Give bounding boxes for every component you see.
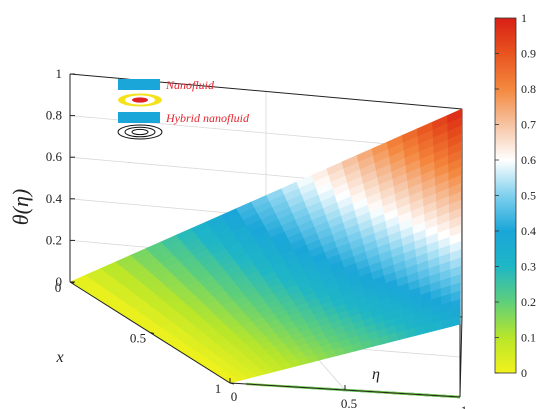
z-tick-label: 0.8 [46, 108, 62, 123]
legend-hybrid-contour-2 [124, 126, 156, 138]
colorbar-tick-label: 0 [521, 366, 527, 380]
colorbar-tick-label: 0.8 [521, 82, 536, 96]
legend-nanofluid-contour-inner [132, 97, 148, 103]
colorbar-tick-label: 0.4 [521, 224, 536, 238]
legend-hybrid-contour-1 [117, 124, 163, 140]
colorbar-tick-label: 0.2 [521, 295, 536, 309]
legend-nanofluid-swatch [118, 79, 160, 90]
x-tick-mark [229, 382, 235, 385]
z-tick-label: 0.4 [46, 191, 63, 206]
eta-tick-label: 1 [461, 403, 468, 409]
x-tick-label: 0.5 [130, 331, 146, 346]
x-tick-label: 1 [215, 381, 222, 396]
legend-nanofluid-label: Nanofluid [165, 78, 215, 92]
colorbar-tick-label: 1 [521, 11, 527, 25]
colorbar-tick-label: 0.5 [521, 189, 536, 203]
legend: Nanofluid Hybrid nanofluid [117, 78, 250, 140]
colorbar-tick-label: 0.6 [521, 153, 536, 167]
colorbar-ticks: 0 0.1 0.2 0.3 0.4 0.5 0.6 0.7 0.8 0.9 1 [495, 11, 536, 380]
eta-tick-label: 0.5 [341, 396, 357, 409]
colorbar: 0 0.1 0.2 0.3 0.4 0.5 0.6 0.7 0.8 0.9 1 [494, 11, 536, 380]
z-tick-label: 0.6 [46, 149, 63, 164]
x-tick-mark [69, 281, 75, 284]
x-tick-label: 0 [55, 280, 62, 295]
eta-axis-label: η [372, 366, 380, 383]
colorbar-tick-label: 0.3 [521, 260, 536, 274]
colorbar-tick-label: 0.7 [521, 118, 536, 132]
surface-mesh [69, 108, 463, 384]
legend-hybrid-swatch [118, 112, 160, 123]
z-tick-label: 0 [56, 274, 63, 289]
axis-edge [459, 316, 463, 398]
colorbar-tick-label: 0.9 [521, 47, 536, 61]
z-axis-label: θ(η) [8, 189, 33, 225]
z-tick-label: 1 [56, 66, 63, 81]
legend-hybrid-contour-3 [131, 128, 149, 136]
x-tick-mark [149, 332, 155, 334]
x-axis-label: x [55, 349, 63, 366]
z-tick-label: 0.2 [46, 232, 62, 247]
colorbar-tick-label: 0.1 [521, 331, 536, 345]
eta-tick-label: 0 [231, 389, 238, 404]
legend-hybrid-label: Hybrid nanofluid [165, 111, 250, 125]
